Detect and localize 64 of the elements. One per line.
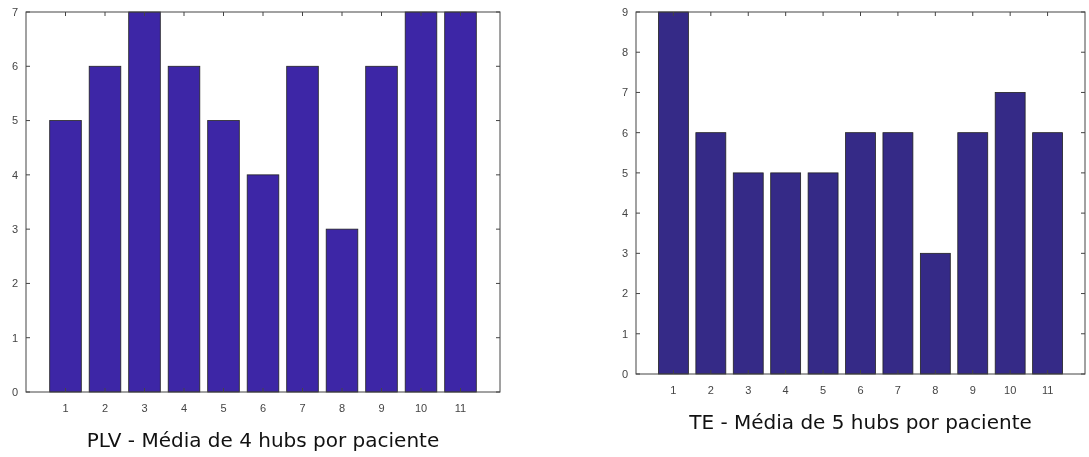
x-tick-label: 2 [101, 402, 109, 414]
y-tick-label: 9 [621, 5, 628, 18]
bar [807, 172, 839, 375]
bar [444, 11, 477, 393]
x-tick-label: 3 [745, 384, 752, 396]
x-tick-label: 10 [414, 402, 428, 414]
x-tick-label: 2 [707, 384, 714, 396]
x-tick-label: 1 [62, 402, 69, 414]
y-tick-label: 4 [11, 168, 18, 181]
bar [246, 174, 280, 393]
bar [695, 132, 727, 375]
bar [365, 65, 398, 393]
y-tick-label: 1 [11, 331, 18, 344]
y-tick-label: 3 [621, 247, 628, 260]
x-tick-label: 5 [220, 402, 227, 414]
x-tick-label: 9 [969, 384, 976, 396]
x-tick-label: 7 [894, 384, 901, 396]
bar [994, 92, 1026, 375]
x-tick-label: 4 [180, 402, 188, 414]
y-tick-label: 5 [11, 114, 18, 127]
x-tick-label: 11 [1041, 384, 1054, 396]
x-tick-label: 3 [141, 402, 148, 414]
bar [207, 120, 240, 393]
x-tick-label: 11 [454, 402, 467, 414]
bar [845, 132, 876, 375]
bar [167, 65, 201, 393]
bar [919, 252, 951, 375]
y-tick-label: 0 [11, 385, 18, 398]
x-tick-label: 7 [299, 402, 306, 414]
bar [286, 65, 319, 393]
y-tick-label: 4 [621, 206, 628, 219]
x-tick-label: 8 [932, 384, 939, 396]
bar [404, 11, 438, 393]
y-tick-label: 6 [11, 60, 18, 73]
bar [732, 172, 764, 375]
y-tick-label: 5 [621, 166, 628, 179]
text: TE - Média de 5 hubs por paciente [688, 410, 1032, 434]
x-tick-label: 6 [259, 402, 267, 414]
x-tick-label: 8 [338, 402, 346, 414]
y-tick-label: 2 [621, 287, 628, 300]
y-tick-label: 7 [621, 86, 628, 99]
y-tick-label: 6 [621, 126, 628, 139]
text: PLV - Média de 4 hubs por paciente [86, 428, 440, 452]
y-tick-label: 1 [621, 327, 628, 340]
bar [1032, 132, 1063, 375]
bar [957, 132, 989, 375]
x-tick-label: 10 [1004, 384, 1017, 396]
y-tick-label: 8 [621, 46, 628, 59]
bar [882, 132, 914, 375]
bar [325, 228, 359, 393]
bar [88, 65, 122, 393]
bar [658, 11, 689, 375]
x-tick-label: 9 [378, 402, 385, 414]
x-tick-label: 5 [820, 384, 827, 396]
y-tick-label: 2 [11, 277, 18, 290]
x-tick-label: 6 [857, 384, 864, 396]
bar [770, 172, 802, 375]
bar [49, 120, 82, 393]
x-tick-label: 4 [782, 384, 789, 396]
y-tick-label: 7 [11, 5, 18, 18]
y-tick-label: 3 [11, 222, 18, 235]
x-tick-label: 1 [670, 384, 677, 396]
bar [128, 11, 161, 393]
y-tick-label: 0 [621, 367, 628, 380]
